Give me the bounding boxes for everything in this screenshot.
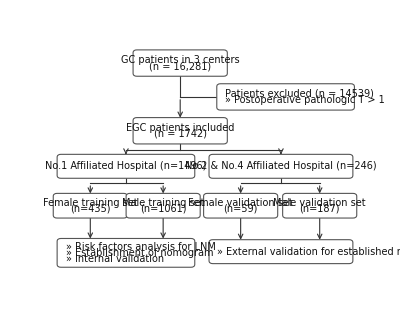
Text: (n = 1742): (n = 1742) [154,129,207,139]
FancyBboxPatch shape [283,193,357,218]
Text: » Risk factors analysis for LNM: » Risk factors analysis for LNM [66,242,215,252]
FancyBboxPatch shape [209,240,353,264]
Text: (n = 16,281): (n = 16,281) [149,61,211,71]
Text: EGC patients included: EGC patients included [126,123,234,133]
Text: » Internal validation: » Internal validation [66,254,164,264]
Text: (n=59): (n=59) [224,204,258,214]
Text: No.1 Affiliated Hospital (n=1496): No.1 Affiliated Hospital (n=1496) [45,161,207,171]
FancyBboxPatch shape [209,154,353,178]
FancyBboxPatch shape [133,50,227,76]
Text: Male training set: Male training set [122,198,204,208]
Text: (n=187): (n=187) [300,204,340,214]
FancyBboxPatch shape [126,193,200,218]
Text: Female validation set: Female validation set [188,198,293,208]
Text: Male validation set: Male validation set [273,198,366,208]
FancyBboxPatch shape [53,193,127,218]
Text: (n=1061): (n=1061) [140,204,186,214]
Text: GC patients in 3 centers: GC patients in 3 centers [121,55,240,65]
Text: Female training set: Female training set [43,198,138,208]
Text: No.2 & No.4 Affiliated Hospital (n=246): No.2 & No.4 Affiliated Hospital (n=246) [185,161,377,171]
FancyBboxPatch shape [57,154,195,178]
Text: » Establishment of nomogram: » Establishment of nomogram [66,248,213,258]
Text: Patients excluded (n = 14539): Patients excluded (n = 14539) [225,89,374,99]
FancyBboxPatch shape [133,117,227,144]
Text: » Postoperative pathologic T > 1: » Postoperative pathologic T > 1 [225,95,385,105]
Text: » External validation for established nomogram: » External validation for established no… [218,247,400,257]
Text: (n=435): (n=435) [70,204,110,214]
FancyBboxPatch shape [217,84,354,110]
FancyBboxPatch shape [57,238,195,267]
FancyBboxPatch shape [204,193,278,218]
